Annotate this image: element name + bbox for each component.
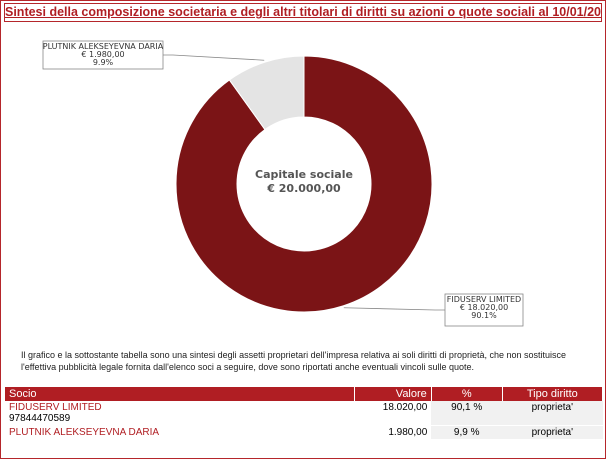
column-header: Tipo diritto — [502, 387, 604, 401]
cell-percent: 9,9 % — [431, 425, 503, 440]
socio-name: FIDUSERV LIMITED — [9, 402, 102, 413]
note: Il grafico e la sottostante tabella sono… — [21, 350, 567, 372]
donut-slice — [228, 55, 305, 131]
label-box — [42, 40, 164, 70]
slice-percent: 9.9% — [93, 58, 114, 67]
slice-amount: € 1.980,00 — [81, 50, 124, 59]
slice-percent: 90.1% — [471, 311, 497, 320]
cell-socio: PLUTNIK ALEKSEYEVNA DARIA — [5, 425, 355, 440]
cell-right: proprieta' — [502, 425, 603, 440]
slice-label: FIDUSERV LIMITED — [447, 295, 521, 304]
label-box — [444, 293, 524, 327]
slice-amount: € 18.020,00 — [460, 303, 508, 312]
donut-slice — [175, 55, 433, 313]
table-row: FIDUSERV LIMITED 97844470589 18.020,00 90,1… — [5, 401, 603, 426]
cell-percent: 90,1 % — [431, 401, 503, 426]
cell-value: 18.020,00 — [354, 401, 432, 426]
column-header: Valore — [354, 387, 432, 401]
cell-right: proprieta' — [502, 401, 603, 426]
column-header: % — [431, 387, 503, 401]
socio-code: 97844470589 — [9, 413, 71, 424]
socio-name: PLUTNIK ALEKSEYEVNA DARIA — [9, 427, 160, 438]
table-row: PLUTNIK ALEKSEYEVNA DARIA 1.980,00 9,9 % pr… — [5, 425, 603, 440]
table: Socio Valore% Tipo diritto FIDUSERV LIMITE… — [5, 387, 604, 440]
slice-label: PLUTNIK ALEKSEYEVNA DARIA — [43, 42, 164, 51]
chart: Capitale sociale € 20.000,00 FIDUSERV LI… — [42, 40, 524, 327]
chart-title: Sintesi della composizione societaria e … — [4, 3, 602, 22]
column-header: Socio — [5, 387, 355, 401]
center-title: Capitale sociale — [255, 168, 353, 181]
cell-socio: FIDUSERV LIMITED 97844470589 — [5, 401, 355, 426]
center-value: € 20.000,00 — [266, 182, 341, 195]
leader-line — [163, 54, 265, 61]
table-header: Socio Valore% Tipo diritto — [5, 387, 604, 401]
cell-value: 1.980,00 — [354, 425, 432, 440]
leader-line — [343, 307, 445, 311]
